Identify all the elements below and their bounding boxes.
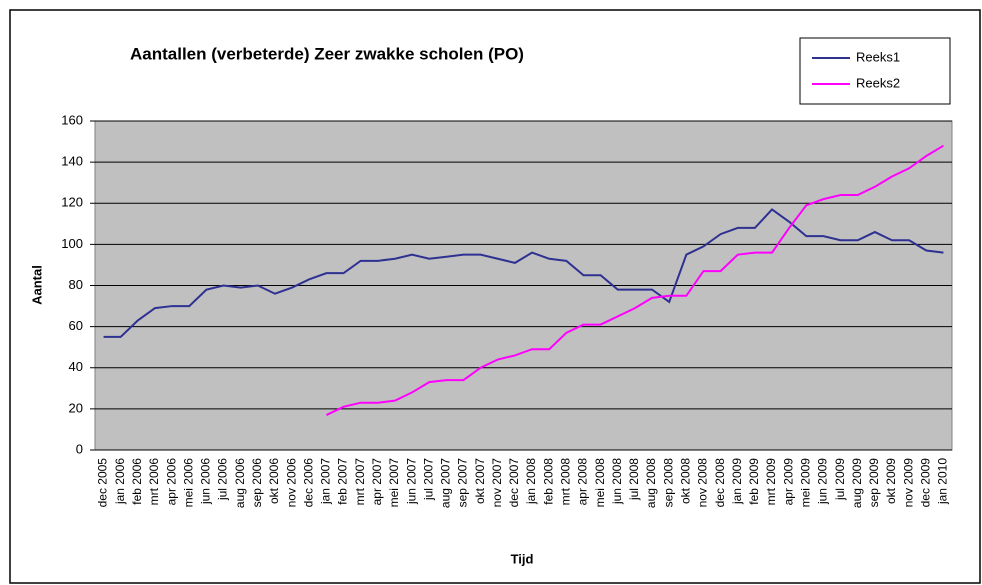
x-tick-label: mei 2009	[798, 458, 812, 508]
x-tick-label: jun 2006	[199, 458, 213, 505]
x-tick-label: jan 2008	[524, 458, 538, 505]
y-tick-label: 20	[69, 400, 83, 415]
x-tick-label: jan 2009	[730, 458, 744, 505]
x-tick-label: feb 2009	[747, 458, 761, 505]
chart-title: Aantallen (verbeterde) Zeer zwakke schol…	[130, 44, 524, 63]
x-tick-label: okt 2006	[267, 458, 281, 504]
y-tick-label: 120	[61, 195, 83, 210]
x-tick-label: mei 2006	[181, 458, 195, 508]
legend-label: Reeks1	[856, 49, 900, 64]
series-line	[103, 208, 944, 338]
legend-box	[799, 37, 951, 105]
x-tick-label: mrt 2008	[559, 458, 573, 506]
x-tick-label: apr 2006	[164, 458, 178, 506]
x-tick-label: mei 2007	[387, 458, 401, 508]
x-tick-label: nov 2009	[901, 458, 915, 508]
y-tick-label: 40	[69, 359, 83, 374]
x-tick-label: sep 2009	[867, 458, 881, 508]
x-tick-label: jul 2007	[421, 458, 435, 501]
x-tick-label: okt 2007	[473, 458, 487, 504]
x-tick-label: mrt 2007	[353, 458, 367, 506]
x-tick-label: dec 2006	[301, 458, 315, 508]
x-tick-label: dec 2005	[96, 458, 110, 508]
x-tick-label: aug 2008	[644, 458, 658, 508]
x-tick-label: jun 2007	[404, 458, 418, 505]
y-tick-label: 60	[69, 318, 83, 333]
y-tick-label: 80	[69, 277, 83, 292]
x-tick-label: nov 2006	[284, 458, 298, 508]
x-tick-label: jun 2009	[816, 458, 830, 505]
x-tick-label: jun 2008	[610, 458, 624, 505]
x-axis-label: Tijd	[511, 551, 534, 566]
x-tick-label: aug 2007	[439, 458, 453, 508]
x-tick-label: jul 2008	[627, 458, 641, 501]
x-tick-label: okt 2008	[679, 458, 693, 504]
x-tick-label: feb 2006	[130, 458, 144, 505]
x-tick-label: apr 2008	[576, 458, 590, 506]
x-tick-label: mei 2008	[593, 458, 607, 508]
y-axis-label: Aantal	[29, 265, 44, 305]
x-tick-label: mrt 2006	[147, 458, 161, 506]
x-tick-label: apr 2007	[370, 458, 384, 506]
x-tick-label: okt 2009	[884, 458, 898, 504]
y-tick-label: 160	[61, 112, 83, 127]
x-tick-label: jan 2007	[319, 458, 333, 505]
y-tick-label: 100	[61, 236, 83, 251]
x-tick-label: dec 2009	[918, 458, 932, 508]
x-tick-label: aug 2009	[850, 458, 864, 508]
x-tick-label: apr 2009	[781, 458, 795, 506]
x-tick-label: aug 2006	[233, 458, 247, 508]
legend-label: Reeks2	[856, 75, 900, 90]
x-tick-label: sep 2006	[250, 458, 264, 508]
x-tick-label: nov 2007	[490, 458, 504, 508]
x-tick-label: sep 2007	[456, 458, 470, 508]
x-tick-label: sep 2008	[661, 458, 675, 508]
x-tick-label: jul 2006	[216, 458, 230, 501]
x-tick-label: feb 2008	[541, 458, 555, 505]
x-tick-label: jan 2006	[113, 458, 127, 505]
x-tick-label: jan 2010	[936, 458, 950, 505]
x-tick-label: feb 2007	[336, 458, 350, 505]
x-tick-label: nov 2008	[696, 458, 710, 508]
series-line	[325, 144, 944, 416]
x-tick-label: dec 2007	[507, 458, 521, 508]
x-tick-label: dec 2008	[713, 458, 727, 508]
x-tick-label: jul 2009	[833, 458, 847, 501]
y-tick-label: 0	[76, 441, 83, 456]
x-tick-label: mrt 2009	[764, 458, 778, 506]
y-tick-label: 140	[61, 154, 83, 169]
